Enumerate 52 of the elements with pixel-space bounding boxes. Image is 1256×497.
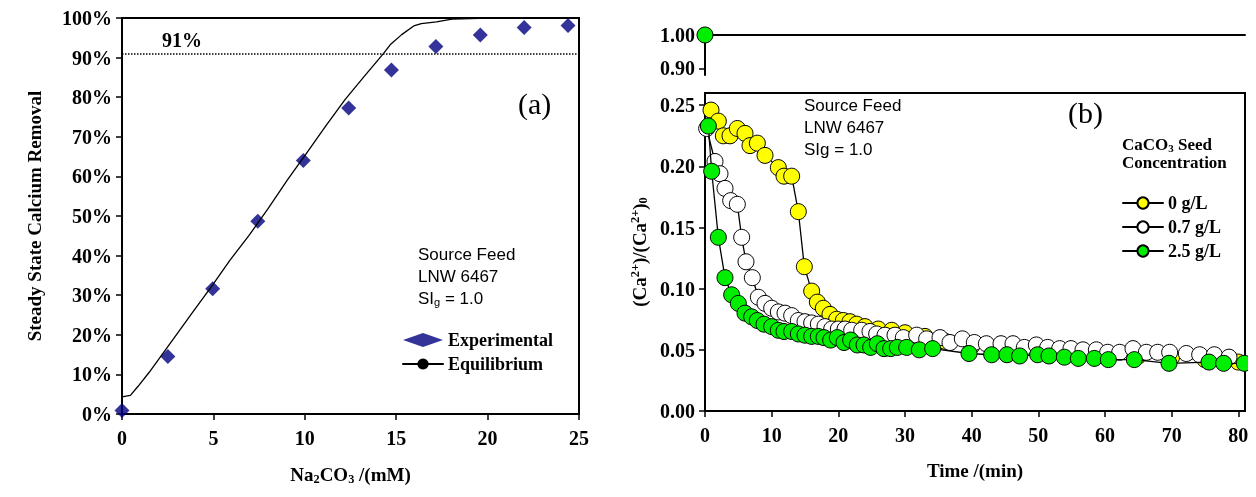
annotation: (a) [518, 86, 552, 121]
y-tick-label: 70% [72, 125, 112, 148]
x-axis-title: Time /(min) [926, 460, 1024, 482]
x-tick-label: 25 [569, 427, 589, 449]
y-tick-label: 0.05 [660, 338, 695, 361]
y-tick-label: 0.15 [660, 216, 695, 239]
y-tick-label: 100% [62, 7, 112, 29]
y-tick-label: 1.00 [660, 24, 695, 46]
y-tick-label: 0.20 [660, 155, 695, 178]
legend-label: Experimental [448, 330, 554, 350]
x-tick-label: 20 [828, 424, 849, 446]
x-tick-label: 0 [700, 424, 710, 446]
y-tick-label: 80% [72, 86, 112, 109]
legend-label: 2.5 g/L [1167, 241, 1222, 261]
annotation: LNW 6467 [418, 267, 499, 286]
x-tick-label: 80 [1228, 424, 1249, 446]
legend-label: 0.7 g/L [1167, 217, 1222, 237]
x-tick-label: 10 [294, 427, 315, 449]
y-tick-label: 0.90 [660, 57, 695, 80]
y-tick-label: 0.00 [660, 400, 695, 422]
y-tick-label: 30% [72, 284, 112, 307]
legend-title: CaCO3 Seed Concentration [1122, 135, 1228, 172]
y-tick-label: 0.10 [660, 277, 695, 300]
y-tick-label: 90% [72, 46, 112, 69]
ref-line-label: 91% [162, 28, 202, 51]
y-tick-label: 20% [72, 323, 112, 346]
x-tick-label: 60 [1095, 424, 1115, 446]
x-tick-label: 40 [961, 424, 982, 446]
y-axis-title: (Ca2+)/(Ca2+)0 [627, 197, 651, 307]
y-tick-label: 50% [72, 205, 112, 227]
annotation: Source Feed [418, 245, 516, 264]
x-tick-label: 10 [761, 424, 782, 446]
x-tick-label: 20 [477, 427, 498, 449]
annotation: (b) [1068, 95, 1103, 130]
x-tick-label: 70 [1161, 424, 1182, 446]
x-tick-label: 50 [1028, 424, 1049, 446]
x-tick-label: 15 [386, 427, 407, 449]
legend-label: Equilibrium [448, 354, 544, 374]
annotation: LNW 6467 [804, 118, 885, 137]
y-tick-label: 40% [72, 244, 112, 267]
y-tick-label: 0.25 [660, 94, 695, 117]
x-tick-label: 0 [117, 427, 127, 449]
y-tick-label: 60% [72, 165, 112, 188]
x-tick-label: 5 [208, 427, 219, 449]
annotation: SIg = 1.0 [418, 289, 484, 309]
annotation: SIg = 1.0 [804, 140, 873, 159]
y-tick-label: 0% [82, 403, 112, 425]
y-tick-label: 10% [72, 363, 112, 386]
annotation: Source Feed [804, 96, 902, 115]
y-axis-title: Steady State Calcium Removal [24, 90, 45, 342]
legend-label: 0 g/L [1167, 193, 1208, 213]
x-tick-label: 30 [895, 424, 915, 446]
